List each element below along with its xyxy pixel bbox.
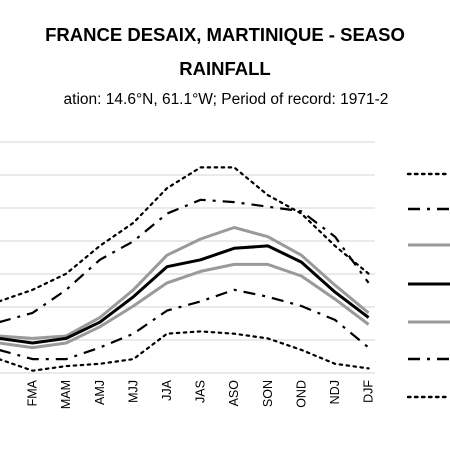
x-tick-label: MAM xyxy=(59,380,73,409)
x-tick-label: SON xyxy=(261,380,275,407)
series-line-5 xyxy=(0,288,370,361)
x-tick-label: AMJ xyxy=(93,380,107,405)
x-tick-label: JAS xyxy=(194,380,208,403)
legend xyxy=(406,172,450,399)
series-lines xyxy=(0,166,370,372)
chart-title-line2: RAINFALL xyxy=(179,58,271,79)
x-tick-label: OND xyxy=(294,380,308,408)
chart-subtitle: ation: 14.6°N, 61.1°W; Period of record:… xyxy=(63,91,389,108)
series-line-2 xyxy=(0,226,370,340)
x-tick-label: NDJ xyxy=(328,380,342,404)
series-line-1 xyxy=(0,198,370,324)
x-tick-labels: FMA MAM AMJ MJJ JJA JAS ASO SON OND NDJ DJF xyxy=(26,379,376,409)
x-tick-label: MJJ xyxy=(126,380,140,403)
x-tick-label: JJA xyxy=(160,379,174,401)
series-line-3 xyxy=(0,244,370,345)
x-tick-label: ASO xyxy=(227,380,241,407)
series-line-4 xyxy=(0,262,370,350)
x-tick-label: FMA xyxy=(26,379,40,406)
x-tick-label: DJF xyxy=(362,380,376,403)
series-line-0 xyxy=(0,166,370,303)
series-line-6 xyxy=(0,330,370,372)
chart-title-line1: FRANCE DESAIX, MARTINIQUE - SEASO xyxy=(45,24,405,45)
